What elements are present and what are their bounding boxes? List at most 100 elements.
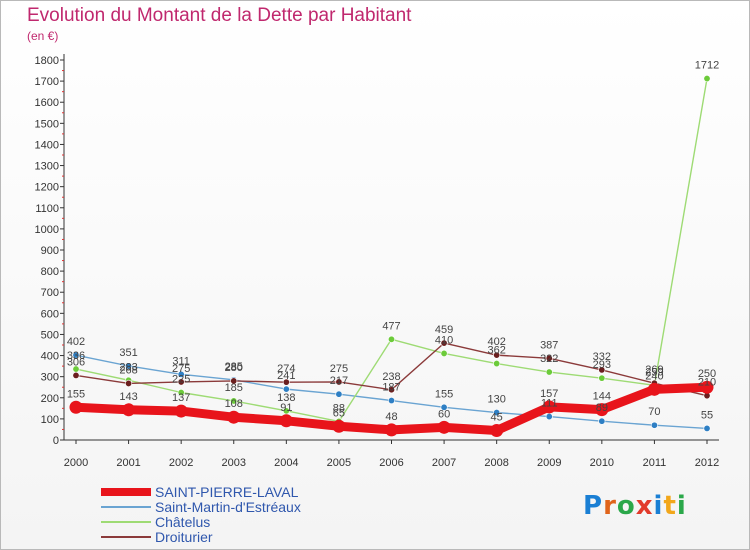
- data-point: [335, 378, 343, 386]
- y-tick-label: 800: [41, 266, 59, 278]
- data-point: [125, 379, 133, 387]
- data-point: [493, 409, 501, 417]
- data-point: [227, 410, 241, 424]
- data-label: 259: [645, 366, 663, 378]
- x-tick-label: 2011: [643, 457, 667, 469]
- line-chart: 0 100 200 300 400 500 600 700 800 900 1000 1100 1200…: [35, 54, 719, 469]
- data-label: 283: [119, 361, 137, 373]
- y-tick-label: 200: [41, 393, 59, 405]
- data-label: 351: [119, 347, 137, 359]
- data-label: 65: [333, 407, 345, 419]
- data-label: 143: [119, 391, 137, 403]
- data-point: [387, 397, 395, 405]
- legend-label: SAINT-PIERRE-LAVAL: [155, 484, 299, 500]
- data-point: [279, 414, 293, 428]
- data-label: 306: [67, 356, 85, 368]
- data-label: 108: [225, 398, 243, 410]
- data-label: 274: [277, 363, 295, 375]
- data-label: 185: [225, 382, 243, 394]
- data-label: 311: [172, 355, 190, 367]
- data-point: [598, 366, 606, 374]
- data-label: 238: [382, 371, 400, 383]
- data-label: 410: [435, 334, 453, 346]
- y-tick-label: 300: [41, 372, 59, 384]
- data-point: [545, 368, 553, 376]
- data-point: [387, 335, 395, 343]
- y-tick-label: 1400: [35, 139, 59, 151]
- data-label: 336: [67, 350, 85, 362]
- legend-swatch: [101, 521, 151, 523]
- data-point: [440, 403, 448, 411]
- data-point: [703, 75, 711, 83]
- data-label: 285: [225, 361, 243, 373]
- y-tick-label: 1300: [35, 161, 59, 173]
- data-label: 217: [330, 375, 348, 387]
- data-point: [440, 339, 448, 347]
- data-label: 275: [330, 363, 348, 375]
- chart-title: Evolution du Montant de la Dette par Hab…: [27, 5, 412, 26]
- y-tick-label: 1700: [35, 76, 59, 88]
- data-label: 144: [593, 391, 611, 403]
- series-ch-telus: [72, 75, 711, 425]
- data-point: [545, 354, 553, 362]
- data-point: [282, 378, 290, 386]
- data-label: 60: [438, 408, 450, 420]
- data-label: 280: [225, 362, 243, 374]
- x-tick-label: 2008: [484, 457, 508, 469]
- data-label: 48: [385, 411, 397, 423]
- y-tick-label: 600: [41, 308, 59, 320]
- data-label: 157: [540, 388, 558, 400]
- chart-unit: (en €): [27, 29, 59, 43]
- y-tick-label: 500: [41, 329, 59, 341]
- data-point: [437, 420, 451, 434]
- data-label: 155: [67, 388, 85, 400]
- legend-swatch: [101, 506, 151, 508]
- series-saint-martin-d-estr-aux: [72, 351, 711, 432]
- y-tick-label: 700: [41, 287, 59, 299]
- data-point: [282, 407, 290, 415]
- data-label: 402: [67, 336, 85, 348]
- x-tick-label: 2010: [590, 457, 614, 469]
- legend-label: Châtelus: [155, 514, 211, 530]
- data-label: 402: [487, 336, 505, 348]
- data-label: 268: [119, 364, 137, 376]
- y-tick-label: 400: [41, 351, 59, 363]
- data-point: [598, 417, 606, 425]
- data-label: 240: [645, 370, 663, 382]
- data-point: [174, 404, 188, 418]
- x-tick-label: 2001: [116, 457, 140, 469]
- data-label: 225: [172, 374, 190, 386]
- data-label: 130: [487, 394, 505, 406]
- data-label: 55: [701, 409, 713, 421]
- x-tick-label: 2005: [327, 457, 351, 469]
- data-point: [595, 403, 609, 417]
- data-point: [440, 349, 448, 357]
- data-point: [647, 382, 661, 396]
- x-tick-label: 2000: [64, 457, 88, 469]
- y-tick-label: 1200: [35, 182, 59, 194]
- x-tick-label: 2004: [274, 457, 298, 469]
- data-label: 241: [277, 370, 295, 382]
- x-tick-label: 2003: [222, 457, 246, 469]
- y-tick-label: 1100: [35, 203, 59, 215]
- data-label: 137: [172, 392, 190, 404]
- data-label: 111: [541, 398, 558, 410]
- data-point: [545, 413, 553, 421]
- data-label: 332: [593, 351, 611, 363]
- data-point: [493, 360, 501, 368]
- series-saint-pierre-laval: [69, 380, 714, 437]
- data-point: [72, 351, 80, 359]
- data-label: 322: [540, 353, 558, 365]
- data-label: 187: [382, 382, 400, 394]
- x-tick-label: 2009: [537, 457, 561, 469]
- data-label: 269: [645, 364, 663, 376]
- data-point: [387, 386, 395, 394]
- x-tick-label: 2002: [169, 457, 193, 469]
- data-point: [490, 424, 504, 437]
- y-tick-label: 1000: [35, 224, 59, 236]
- data-label: 88: [333, 402, 345, 414]
- y-tick-label: 0: [53, 435, 59, 447]
- data-point: [230, 377, 238, 385]
- data-label: 45: [491, 412, 503, 424]
